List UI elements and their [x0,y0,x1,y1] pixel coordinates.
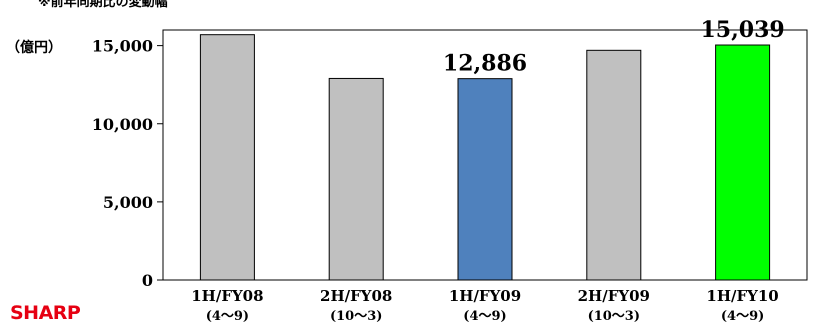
bar-1h-fy09 [457,78,513,281]
x-category-label: 2H/FY09 [578,287,650,305]
y-tick-label: 15,000 [92,37,153,56]
y-axis-unit-label: （億円） [6,40,62,56]
x-period-label: (4〜9) [206,309,249,324]
y-tick-label: 5,000 [103,193,153,212]
sharp-logo: SHARP [10,302,81,324]
x-period-label: (10〜3) [330,309,382,324]
x-category-label: 1H/FY10 [706,287,778,305]
x-period-label: (4〜9) [463,309,506,324]
bar-2h-fy09 [586,49,642,281]
bar-2h-fy08 [328,77,384,281]
x-period-label: (4〜9) [721,309,764,324]
x-period-label: (10〜3) [588,309,640,324]
bar-1h-fy08 [199,34,255,281]
y-tick-label: 10,000 [92,115,153,134]
footnote-text: ※前年同期比の変動幅 [38,0,168,10]
data-label: 15,039 [700,17,784,43]
data-label: 12,886 [443,51,527,77]
y-tick-label: 0 [142,271,153,290]
x-category-label: 1H/FY09 [449,287,521,305]
x-category-label: 1H/FY08 [191,287,263,305]
x-category-label: 2H/FY08 [320,287,392,305]
bar-1h-fy10 [715,44,771,281]
